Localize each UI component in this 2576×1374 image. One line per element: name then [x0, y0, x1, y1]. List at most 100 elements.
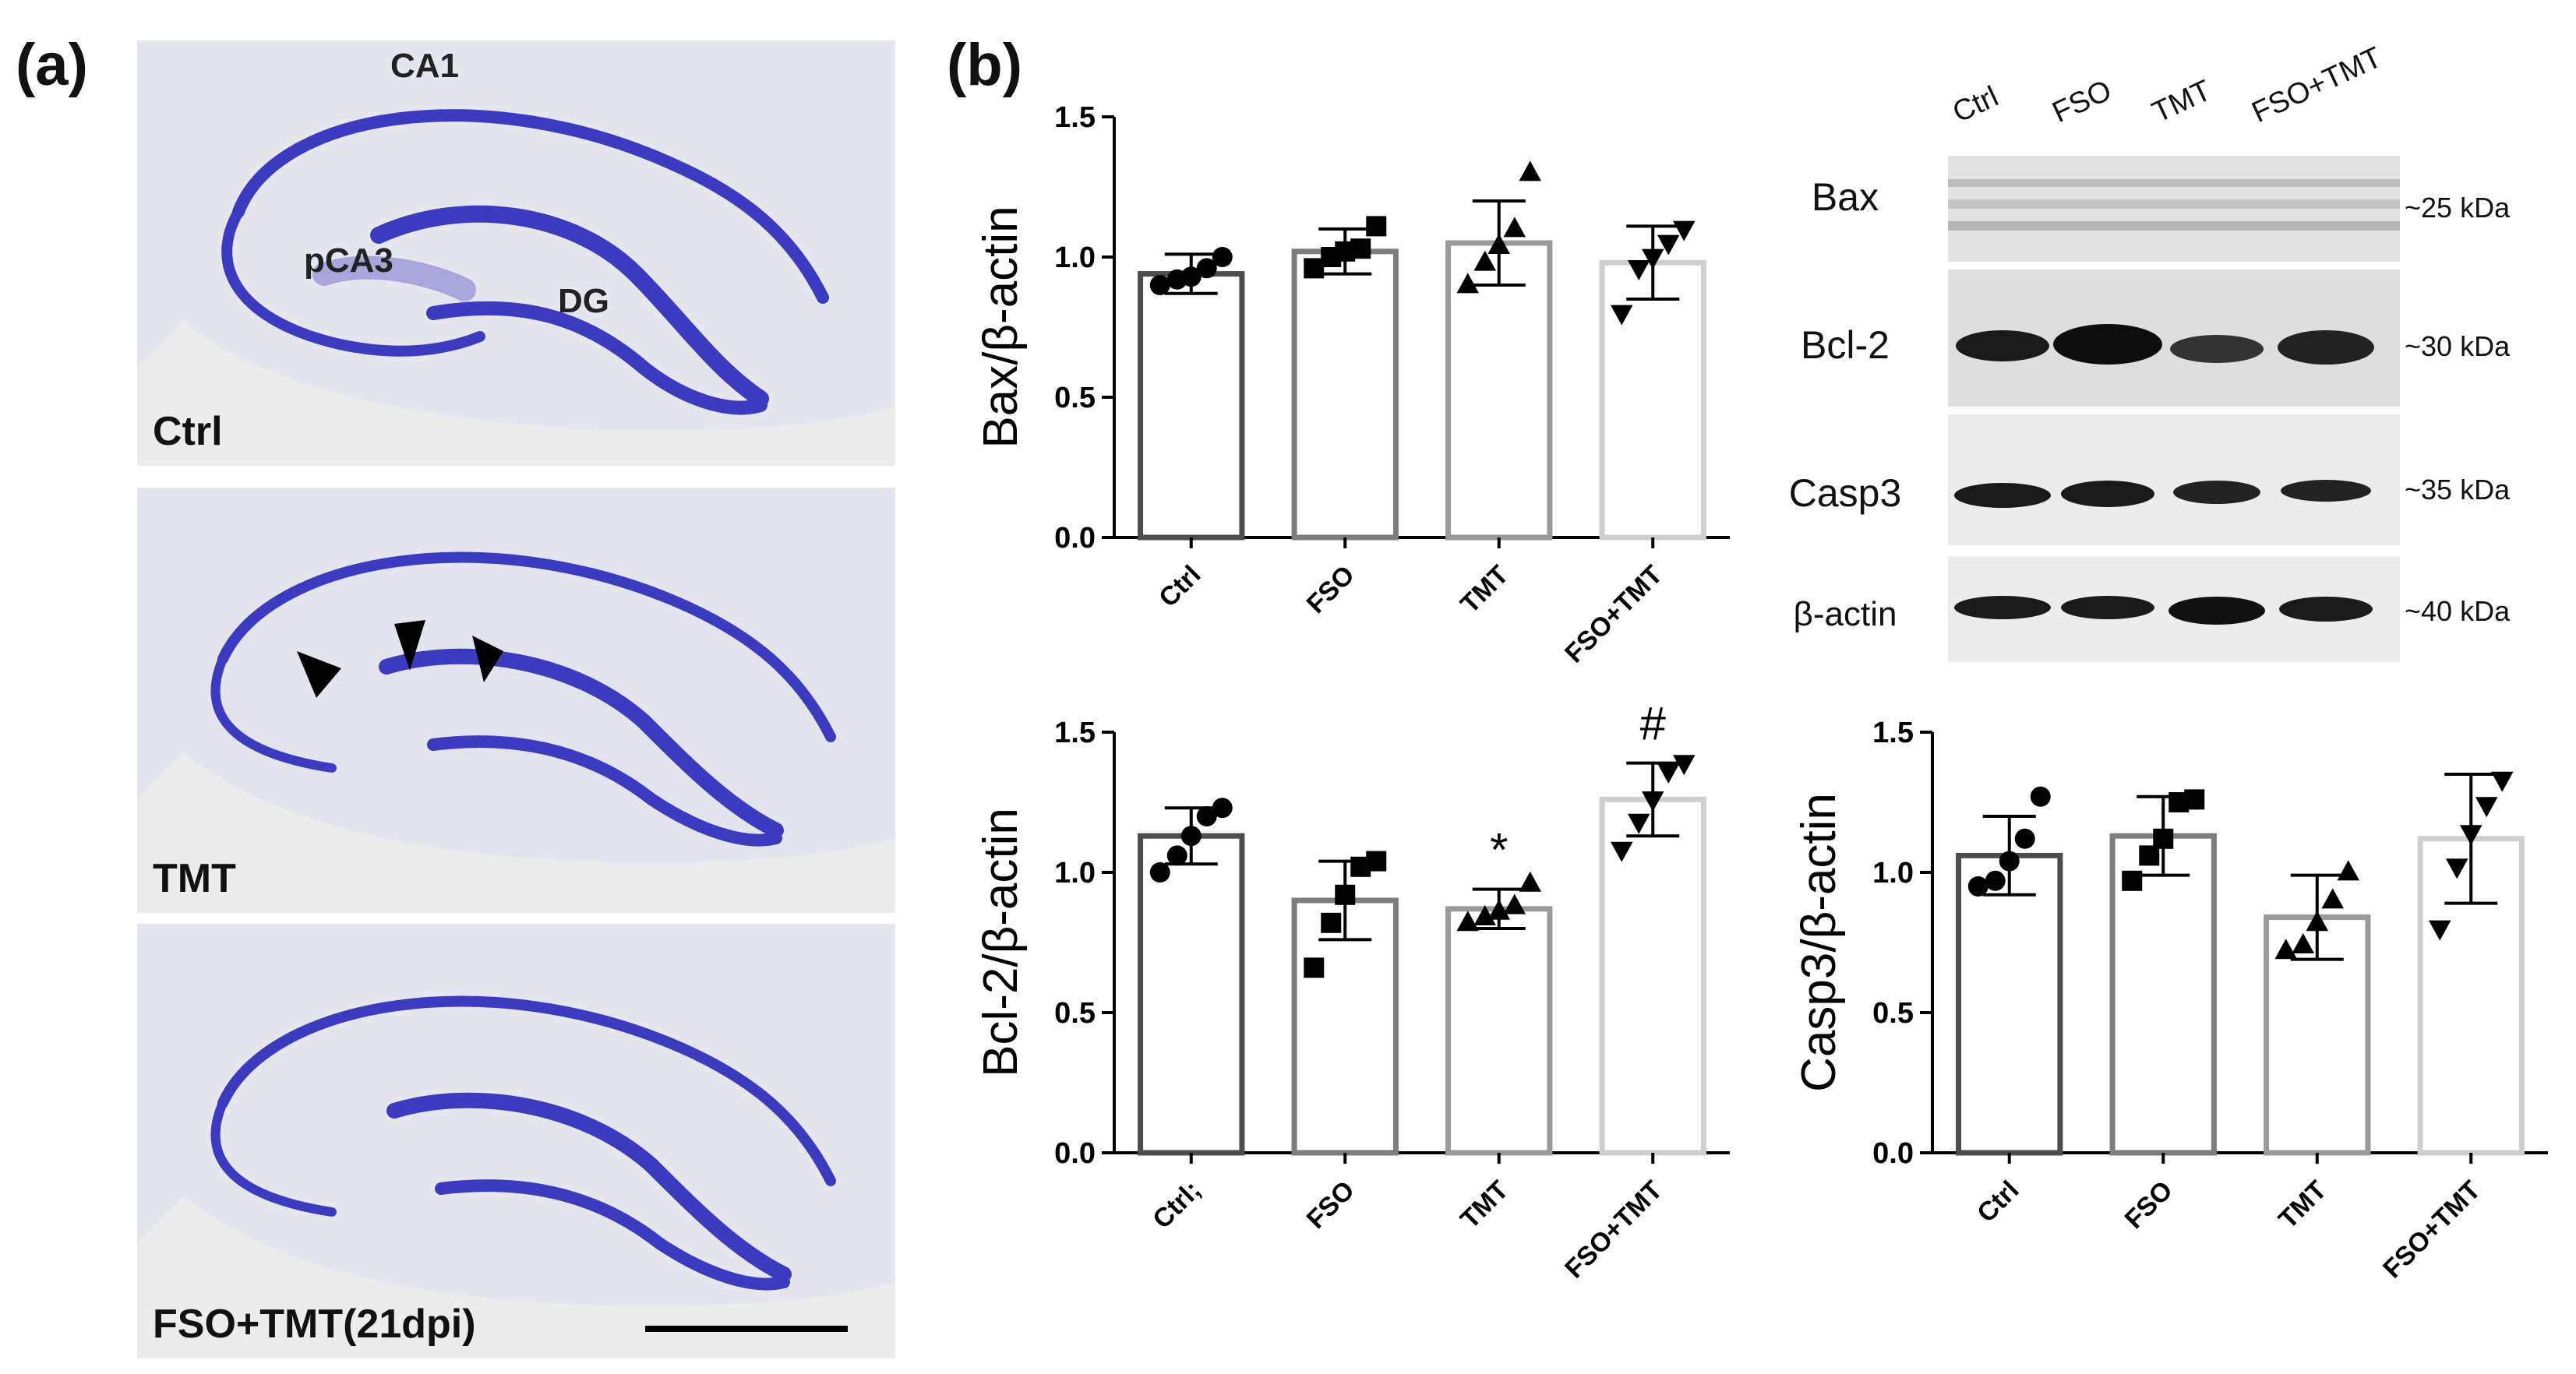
bar-ctrl- [1138, 833, 1245, 1156]
data-point [1503, 893, 1526, 914]
hippocampus-ctrl-drawing [137, 41, 895, 466]
y-axis-label: Bcl-2/β-actin [974, 808, 1028, 1077]
bar-ctrl [1138, 271, 1245, 541]
blot-strip-bcl2 [1948, 270, 2400, 407]
data-point [2337, 860, 2360, 881]
data-point [1672, 755, 1696, 776]
data-point [2153, 828, 2174, 849]
y-tick-label: 1.5 [1872, 717, 1914, 749]
data-point [2030, 786, 2051, 807]
x-tick-label: TMT [1455, 1175, 1514, 1235]
x-tick-label: FSO [1301, 560, 1360, 619]
x-tick-label: TMT [1455, 560, 1514, 619]
y-axis-label: Bax/β-actin [974, 206, 1028, 448]
data-point [1350, 238, 1371, 259]
data-point [1149, 275, 1170, 295]
y-tick-label: 1.0 [1054, 241, 1096, 274]
y-tick-label: 0.0 [1872, 1137, 1914, 1170]
y-tick-label: 1.5 [1054, 717, 1096, 749]
significance-marker: # [1640, 698, 1667, 750]
data-point [1149, 862, 1170, 883]
lane-label-fso-tmt: FSO+TMT [2246, 41, 2387, 130]
data-point [1657, 763, 1680, 784]
x-tick-label: FSO+TMT [2377, 1175, 2486, 1284]
protein-label-bcl2: Bcl-2 [1801, 323, 1890, 367]
bar-ctrl [1956, 852, 2063, 1156]
lane-label-tmt: TMT [2147, 74, 2217, 130]
lane-label-ctrl: Ctrl [1947, 80, 2004, 130]
panel-a-label: (a) [16, 32, 88, 98]
data-point [1641, 791, 1664, 812]
significance-marker: * [1490, 824, 1508, 876]
x-tick-label: TMT [2273, 1175, 2332, 1235]
data-point [2459, 825, 2482, 846]
protein-label-beta-actin: β-actin [1793, 595, 1897, 633]
data-point [1657, 234, 1680, 255]
kda-label-casp3: ~35 kDa [2405, 474, 2511, 506]
x-tick-label: Ctrl [1971, 1175, 2024, 1228]
histology-image-fso-tmt: FSO+TMT(21dpi) [137, 924, 895, 1358]
data-point [1967, 876, 1988, 897]
region-label-ca1: CA1 [390, 47, 460, 85]
data-point [1321, 912, 1342, 933]
blot-strip-bax [1948, 156, 2400, 262]
data-point [2274, 939, 2298, 960]
scale-bar [645, 1326, 848, 1332]
data-point [1366, 216, 1387, 237]
region-label-pca3: pCA3 [304, 241, 393, 280]
data-point [2445, 858, 2468, 879]
data-point [1610, 305, 1633, 326]
x-tick-label: Ctrl [1153, 560, 1206, 613]
data-point [2122, 870, 2143, 891]
data-point [1487, 899, 1511, 920]
histology-image-tmt: TMT [137, 488, 895, 913]
lane-label-fso: FSO [2047, 74, 2117, 130]
kda-label-bax: ~25 kDa [2405, 192, 2511, 224]
data-point [1503, 217, 1526, 238]
data-point [2292, 933, 2315, 953]
data-point [1304, 258, 1325, 279]
region-label-dg: DG [558, 282, 609, 320]
data-point [1180, 266, 1202, 287]
bar-fso-tmt [1599, 259, 1706, 541]
x-tick-label: Ctrl; [1147, 1175, 1206, 1235]
data-point [1212, 798, 1233, 819]
data-point [1196, 258, 1217, 279]
data-point [1473, 905, 1497, 925]
histology-caption-tmt: TMT [153, 856, 236, 901]
data-point [1456, 911, 1480, 932]
data-point [1627, 260, 1650, 280]
data-point [1487, 234, 1511, 254]
histology-caption-ctrl: Ctrl [153, 409, 223, 454]
data-point [1627, 813, 1650, 834]
data-point [2475, 797, 2498, 818]
data-point [2321, 888, 2345, 909]
data-point [1304, 957, 1325, 978]
data-point [2014, 828, 2035, 849]
bcl2-bar-chart: 0.0 0.5 1.0 1.5 Bcl-2/β-actin Ctrl; FSO * TMT # FS… [974, 698, 1730, 1284]
data-point [1456, 273, 1480, 294]
kda-label-bcl2: ~30 kDa [2405, 330, 2511, 362]
data-point [2490, 771, 2514, 792]
data-point [1180, 826, 1202, 847]
hippocampus-tmt-drawing [137, 488, 895, 913]
histology-image-ctrl: CA1 pCA3 DG Ctrl [137, 41, 895, 466]
data-point [2184, 789, 2205, 810]
y-tick-label: 0.5 [1872, 997, 1914, 1030]
blot-strip-casp3 [1948, 414, 2400, 545]
bar-fso [1291, 248, 1399, 541]
data-point [2428, 920, 2451, 941]
x-tick-label: FSO+TMT [1559, 560, 1668, 669]
bar-fso [1291, 897, 1399, 1156]
y-tick-label: 1.5 [1054, 101, 1096, 134]
data-point [1473, 250, 1497, 271]
data-point [1212, 247, 1233, 267]
data-point [1610, 841, 1633, 862]
data-point [1366, 851, 1387, 872]
data-point [1519, 871, 1542, 892]
data-point [1166, 845, 1187, 866]
data-point [1672, 220, 1696, 241]
data-point [1985, 870, 2006, 891]
y-axis-label: Casp3/β-actin [1792, 793, 1846, 1092]
histology-caption-fso-tmt: FSO+TMT(21dpi) [153, 1302, 476, 1347]
